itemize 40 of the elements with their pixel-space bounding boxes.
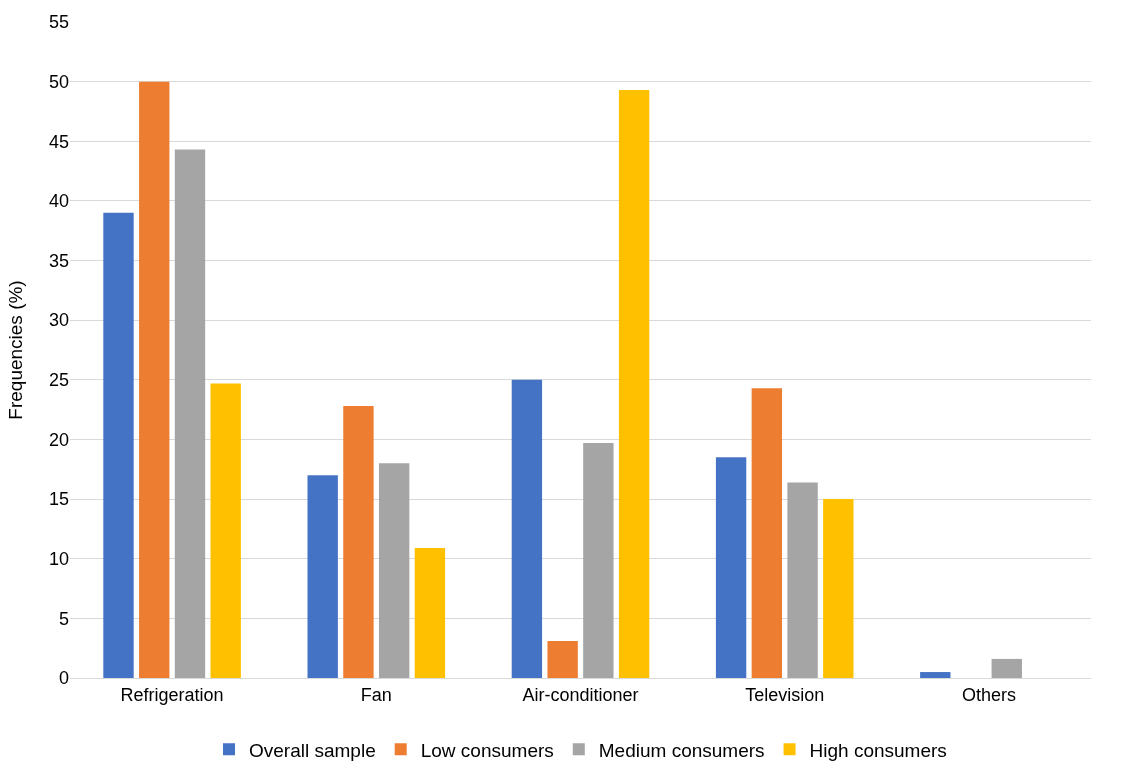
bar xyxy=(991,658,1022,678)
bar xyxy=(715,457,747,678)
y-tick-label: 20 xyxy=(48,429,69,450)
y-tick-label: 30 xyxy=(48,310,69,331)
bar xyxy=(103,212,134,678)
bar xyxy=(547,641,578,678)
x-tick-label: Fan xyxy=(360,684,392,705)
bar xyxy=(920,672,951,678)
bar xyxy=(583,443,614,678)
y-tick-label: 40 xyxy=(48,191,69,212)
bar xyxy=(139,81,170,678)
bar xyxy=(618,89,650,678)
bar xyxy=(787,482,818,678)
y-axis-title: Frequencies (%) xyxy=(5,280,26,420)
x-tick-label: Air-conditioner xyxy=(522,684,639,705)
y-tick-label: 0 xyxy=(58,668,69,689)
bar xyxy=(414,547,446,678)
bar xyxy=(511,379,543,678)
bar xyxy=(307,475,338,678)
y-tick-label: 10 xyxy=(48,549,69,570)
bar xyxy=(210,383,241,678)
y-tick-label: 5 xyxy=(58,608,69,629)
y-tick-label: 25 xyxy=(48,370,69,391)
bar xyxy=(378,463,410,678)
legend-label: Medium consumers xyxy=(598,739,765,761)
y-tick-label: 15 xyxy=(48,489,69,510)
y-tick-label: 45 xyxy=(48,131,69,152)
legend-label: Low consumers xyxy=(420,739,554,761)
x-tick-label: Television xyxy=(745,684,825,705)
legend-label: High consumers xyxy=(809,739,947,761)
y-tick-label: 35 xyxy=(48,250,69,271)
y-tick-label: 50 xyxy=(48,71,69,92)
bar xyxy=(823,499,854,678)
x-tick-label: Refrigeration xyxy=(120,684,224,705)
bar xyxy=(174,149,206,678)
x-tick-label: Others xyxy=(961,684,1016,705)
bar xyxy=(751,388,783,678)
bar xyxy=(343,406,374,678)
legend-label: Overall sample xyxy=(249,739,376,761)
y-tick-label: 55 xyxy=(48,12,69,33)
